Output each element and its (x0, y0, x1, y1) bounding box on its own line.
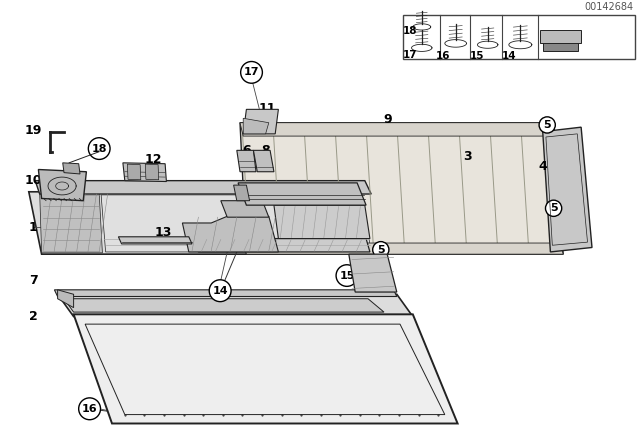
Polygon shape (240, 123, 563, 254)
Polygon shape (74, 314, 458, 423)
Text: 5: 5 (550, 203, 557, 213)
Text: 19: 19 (24, 124, 42, 137)
Polygon shape (221, 201, 269, 217)
Text: 5: 5 (377, 245, 385, 255)
Text: 13: 13 (154, 226, 172, 239)
Text: 5: 5 (543, 120, 551, 130)
Text: 17: 17 (244, 67, 259, 78)
Text: 17: 17 (403, 50, 417, 60)
Polygon shape (64, 299, 384, 312)
Polygon shape (195, 239, 370, 252)
Text: 15: 15 (339, 271, 355, 280)
Polygon shape (240, 123, 552, 136)
Text: 10: 10 (24, 174, 42, 187)
Polygon shape (54, 290, 397, 297)
Text: 6: 6 (242, 144, 251, 157)
Polygon shape (237, 151, 256, 172)
Text: 4: 4 (538, 160, 547, 173)
Polygon shape (234, 185, 250, 201)
Text: 16: 16 (436, 51, 451, 61)
Polygon shape (63, 163, 80, 174)
Polygon shape (40, 193, 102, 253)
Bar (543, 42, 578, 52)
Polygon shape (243, 109, 278, 134)
Text: 7: 7 (29, 275, 38, 288)
Polygon shape (38, 169, 86, 201)
Text: 15: 15 (470, 51, 484, 61)
Text: 00142684: 00142684 (584, 2, 634, 12)
Polygon shape (182, 216, 278, 252)
Polygon shape (145, 164, 159, 180)
Polygon shape (127, 164, 141, 180)
Bar (540, 30, 581, 43)
Polygon shape (543, 127, 592, 252)
Text: 18: 18 (403, 26, 417, 36)
Text: 9: 9 (383, 112, 392, 125)
Polygon shape (238, 183, 366, 205)
Text: 2: 2 (29, 310, 38, 323)
Text: 3: 3 (463, 150, 472, 163)
Polygon shape (253, 151, 274, 172)
Polygon shape (29, 192, 381, 254)
Text: 14: 14 (502, 51, 516, 61)
Text: 14: 14 (212, 286, 228, 296)
Polygon shape (349, 254, 397, 292)
Polygon shape (101, 195, 371, 252)
Text: 18: 18 (92, 143, 107, 154)
Polygon shape (274, 205, 370, 239)
Polygon shape (123, 163, 166, 181)
Text: 8: 8 (261, 144, 270, 157)
Text: 16: 16 (82, 404, 97, 414)
Bar (403, 15, 635, 60)
Text: 11: 11 (259, 102, 276, 115)
Text: 12: 12 (145, 153, 163, 166)
Text: 20: 20 (311, 189, 329, 202)
Polygon shape (243, 118, 269, 134)
Polygon shape (35, 181, 371, 194)
Polygon shape (58, 290, 74, 308)
Text: 1: 1 (29, 221, 38, 234)
Polygon shape (58, 294, 413, 317)
Polygon shape (118, 237, 192, 244)
Polygon shape (243, 243, 563, 254)
